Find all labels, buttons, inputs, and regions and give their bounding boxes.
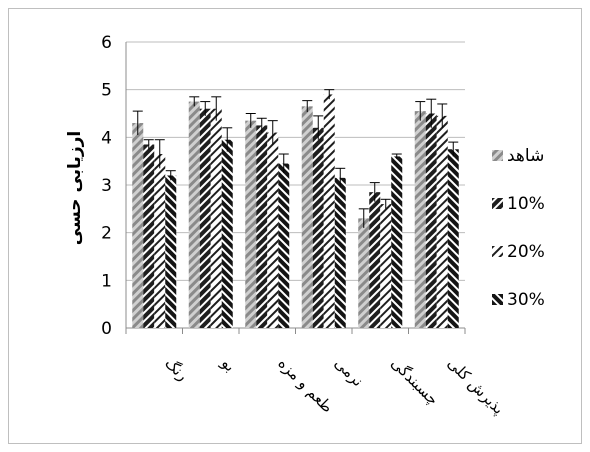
legend-label: 30%: [507, 290, 545, 310]
y-tick-label: 6: [101, 33, 112, 53]
y-tick-label: 1: [101, 271, 112, 291]
bar: [334, 177, 346, 328]
bar: [154, 154, 166, 328]
bar: [380, 204, 392, 328]
bar: [132, 123, 144, 329]
legend-swatch: [492, 150, 503, 161]
bar: [210, 108, 222, 328]
y-tick-label: 4: [101, 128, 112, 148]
bar: [312, 127, 324, 328]
bar: [369, 192, 381, 328]
x-category-label: بو: [217, 353, 239, 375]
legend-swatch: [492, 198, 503, 209]
bar: [165, 175, 177, 328]
legend: شاهد 10% 20% 30%: [492, 146, 545, 310]
bar: [267, 132, 279, 328]
y-tick-label: 0: [101, 319, 112, 339]
y-axis-label: ارزیابی حسی: [65, 131, 85, 245]
x-category-label: چسبندگی: [387, 354, 442, 409]
bar: [323, 94, 335, 328]
bar: [188, 101, 200, 328]
y-tick-label: 5: [101, 81, 112, 101]
bar: [301, 106, 313, 328]
legend-label: 20%: [507, 242, 545, 262]
bar: [256, 125, 268, 329]
x-category-label: طعم و مزه: [274, 354, 336, 416]
bars: [132, 89, 459, 329]
bar: [447, 149, 459, 328]
bar: [414, 111, 426, 328]
x-category-label: رنگ: [161, 354, 191, 384]
y-tick-labels: 0 1 2 3 4 5 6: [101, 33, 112, 339]
bar: [143, 144, 155, 328]
legend-label: شاهد: [507, 146, 544, 166]
bar: [358, 218, 370, 328]
grid-lines: [125, 41, 466, 334]
y-tick-label: 3: [101, 176, 112, 196]
x-category-label: نرمی: [331, 354, 367, 390]
bar: [391, 156, 403, 328]
y-tick-label: 2: [101, 224, 112, 244]
bar: [245, 120, 257, 329]
bar: [278, 163, 290, 328]
chart-frame: [8, 8, 582, 444]
bar: [436, 115, 448, 328]
legend-swatch: [492, 294, 503, 305]
x-category-label: پذیرش کلی: [443, 354, 507, 418]
legend-label: 10%: [507, 194, 545, 214]
legend-swatch: [492, 246, 503, 257]
bar: [199, 108, 211, 328]
bar: [221, 139, 233, 328]
bar: [425, 113, 437, 328]
